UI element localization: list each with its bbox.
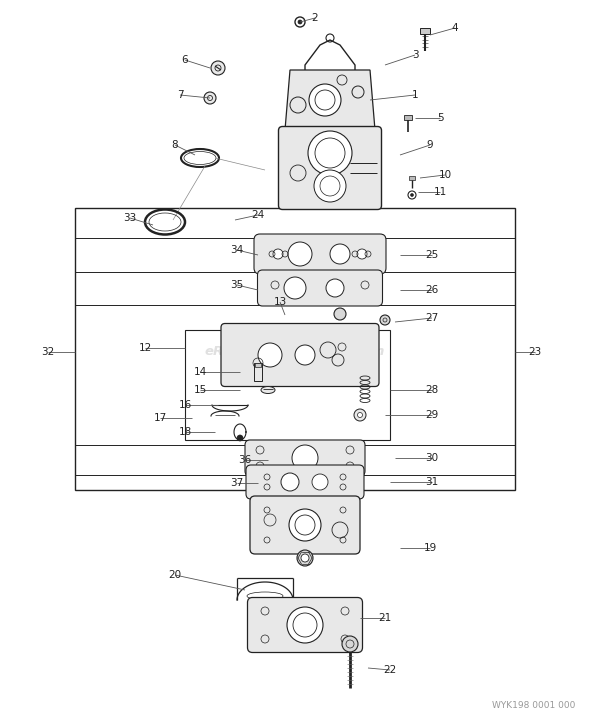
Circle shape [314,170,346,202]
Text: eReplacementParts.com: eReplacementParts.com [205,346,385,359]
Circle shape [292,445,318,471]
Circle shape [358,413,362,417]
Circle shape [330,244,350,264]
Bar [185,330,390,440]
Text: 16: 16 [178,400,192,410]
Circle shape [357,249,367,259]
Text: 28: 28 [425,385,438,395]
Text: 17: 17 [153,413,166,423]
Text: 14: 14 [194,367,206,377]
FancyBboxPatch shape [245,440,365,476]
Text: 30: 30 [425,453,438,463]
Circle shape [298,20,302,24]
Circle shape [281,473,299,491]
Text: 18: 18 [178,427,192,437]
Circle shape [273,249,283,259]
Text: 23: 23 [529,347,542,357]
Circle shape [289,509,321,541]
Polygon shape [285,70,375,130]
Text: 2: 2 [312,13,319,23]
Text: 3: 3 [412,50,418,60]
Bar [420,28,430,34]
FancyBboxPatch shape [221,323,379,387]
Text: 35: 35 [230,280,244,290]
Circle shape [288,242,312,266]
Text: 11: 11 [434,187,447,197]
Circle shape [204,92,216,104]
Circle shape [258,343,282,367]
FancyBboxPatch shape [250,496,360,554]
Text: 31: 31 [425,477,438,487]
Text: 7: 7 [176,90,183,100]
FancyBboxPatch shape [247,597,362,652]
Text: 19: 19 [424,543,437,553]
Bar [404,115,412,120]
Circle shape [380,315,390,325]
Circle shape [342,636,358,652]
Text: 13: 13 [273,297,287,307]
FancyBboxPatch shape [246,465,364,499]
Text: 24: 24 [251,210,265,220]
Circle shape [308,131,352,175]
Circle shape [297,550,313,566]
Circle shape [211,61,225,75]
Text: 12: 12 [139,343,152,353]
Circle shape [237,435,243,441]
Text: 29: 29 [425,410,438,420]
Circle shape [354,409,366,421]
Circle shape [312,474,328,490]
Text: WYK198 0001 000: WYK198 0001 000 [491,701,575,710]
Text: 34: 34 [230,245,244,255]
Bar [75,208,515,490]
Text: 33: 33 [123,213,137,223]
Text: 1: 1 [412,90,418,100]
Text: 10: 10 [438,170,451,180]
Circle shape [411,194,414,197]
Bar [254,363,262,381]
Circle shape [287,607,323,643]
FancyBboxPatch shape [257,270,382,306]
Bar [409,176,415,180]
Text: 20: 20 [168,570,182,580]
Text: 8: 8 [172,140,178,150]
Text: 26: 26 [425,285,438,295]
Bar [255,363,261,367]
Text: 4: 4 [452,23,458,33]
Text: 5: 5 [437,113,443,123]
Circle shape [326,279,344,297]
Text: 22: 22 [384,665,396,675]
Text: 25: 25 [425,250,438,260]
Circle shape [301,554,309,562]
Circle shape [334,308,346,320]
FancyBboxPatch shape [278,127,382,210]
Text: 37: 37 [230,478,244,488]
Text: 27: 27 [425,313,438,323]
Polygon shape [308,90,352,105]
Circle shape [284,277,306,299]
Text: 9: 9 [427,140,433,150]
Text: 21: 21 [378,613,392,623]
Text: 36: 36 [238,455,251,465]
Circle shape [295,345,315,365]
Ellipse shape [261,387,275,393]
Text: 15: 15 [194,385,206,395]
Text: 32: 32 [41,347,55,357]
Text: 6: 6 [182,55,188,65]
Circle shape [309,84,341,116]
FancyBboxPatch shape [254,234,386,274]
